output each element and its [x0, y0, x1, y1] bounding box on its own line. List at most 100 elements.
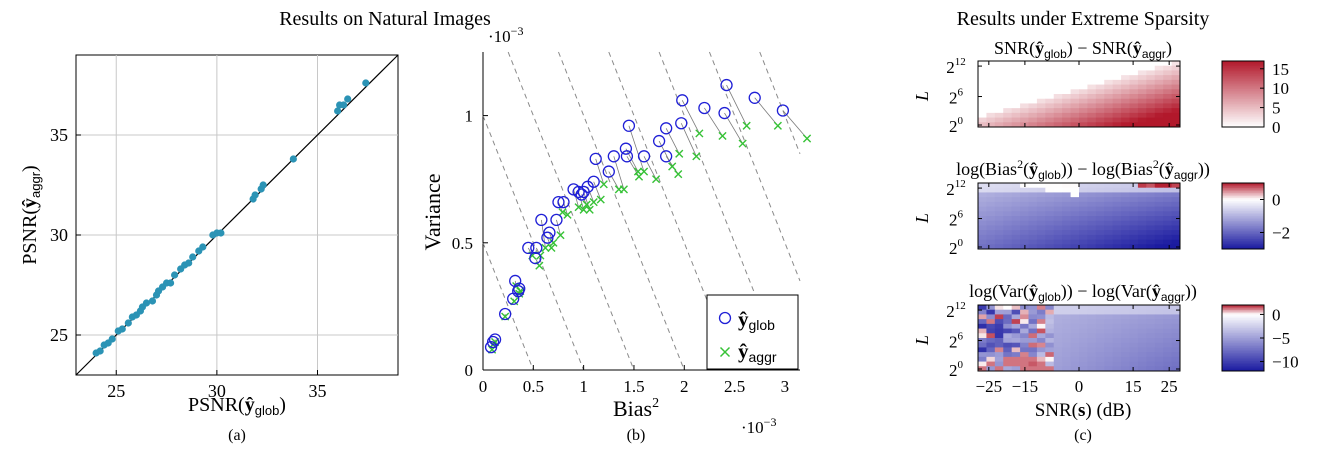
heatmap-cell [1154, 234, 1164, 240]
colorbar-segment [1222, 351, 1264, 354]
heatmap-cell [1087, 347, 1097, 353]
heatmap-cell [1045, 89, 1055, 95]
heatmap-cell [1062, 89, 1071, 95]
heatmap-cell [1154, 70, 1164, 76]
heatmap-cell [1171, 65, 1181, 71]
colorbar-segment [1222, 87, 1264, 90]
aggr-point-stroke [802, 134, 812, 143]
heatmap-cell [1053, 244, 1063, 250]
heatmap-cell [1028, 309, 1038, 315]
heatmap-cell [986, 216, 996, 222]
heatmap-cell [1112, 352, 1122, 358]
tick-label-y: 35 [50, 125, 68, 145]
heatmap-cell [1171, 342, 1181, 348]
heatmap-cell [1053, 356, 1063, 362]
heatmap-cell [1045, 361, 1055, 367]
heatmap-cell [1112, 347, 1122, 353]
heatmap-cell [1028, 94, 1038, 100]
colorbar-segment [1222, 334, 1264, 337]
heatmap-cell [1129, 239, 1139, 245]
colorbar-segment [1222, 95, 1264, 98]
heatmap-cell [1011, 333, 1021, 339]
heatmap-cell [1062, 84, 1071, 90]
heatmap-cell [1036, 201, 1046, 207]
heatmap-cell [978, 65, 987, 71]
heatmap-cell [1062, 206, 1071, 212]
heatmap-cell [1104, 309, 1114, 315]
heatmap-cell [1163, 187, 1172, 193]
heatmap-cell [1062, 328, 1071, 334]
heatmap-cell [1087, 75, 1097, 81]
heatmap-cell [1045, 225, 1055, 231]
heatmap-cell [1104, 103, 1114, 109]
aggr-point-stroke [695, 129, 704, 138]
heatmap-cell [1146, 333, 1156, 339]
heatmap-cell [1028, 225, 1038, 231]
aggr-point [589, 198, 598, 207]
colorbar-segment [1222, 308, 1264, 311]
heatmap-cell [1171, 309, 1181, 315]
heatmap-cell [994, 323, 1004, 329]
heatmap-cell [1112, 356, 1122, 362]
pair-link [782, 110, 808, 139]
heatmap-cell [1163, 333, 1172, 339]
heatmap-cell [1003, 84, 1013, 90]
heatmap-cell [1146, 319, 1156, 325]
heatmap-cell [1011, 103, 1021, 109]
colorbar-segment [1222, 113, 1264, 116]
heatmap-cell [1053, 70, 1063, 76]
heatmap-cell [1137, 328, 1147, 334]
heatmap-cell [1028, 220, 1038, 226]
glob-point [675, 117, 688, 130]
heatmap-cell [1154, 201, 1164, 207]
heatmap-cell [1121, 108, 1130, 114]
glob-point [486, 335, 500, 349]
aggr-point-stroke [738, 139, 747, 148]
heatmap-cell [1028, 61, 1038, 67]
heatmap-cell [1028, 192, 1038, 198]
heatmap-cell [1045, 197, 1055, 203]
heatmap-cell [1171, 347, 1181, 353]
heatmap-cell [1095, 309, 1105, 315]
panel-c-label: (c) [1074, 427, 1092, 444]
heatmap-cell [1028, 305, 1038, 311]
heatmap-cell [1036, 352, 1046, 358]
heatmap-cell [1137, 61, 1147, 67]
heatmap-cell [1112, 230, 1122, 236]
heatmap-cell [1129, 122, 1139, 128]
heatmap-cell [978, 314, 987, 320]
colorbar-2: 0 −2 [1221, 182, 1290, 250]
heatmap-cell [1112, 225, 1122, 231]
heatmap-cell [1171, 192, 1181, 198]
heatmap-cell [1104, 216, 1114, 222]
aggr-point-stroke [599, 180, 608, 189]
heatmap-cell [1154, 192, 1164, 198]
heatmap-cell [1003, 89, 1013, 95]
heatmap-cell [1112, 323, 1122, 329]
heatmap-cell [1154, 361, 1164, 367]
heatmap-cell [1129, 220, 1139, 226]
heatmap-cell [986, 234, 996, 240]
heatmap-cell [986, 366, 996, 372]
heatmap-cell [1146, 84, 1156, 90]
heatmap-cell [1045, 98, 1055, 104]
heatmap-cell [1087, 65, 1097, 71]
heatmap-cell [1087, 192, 1097, 198]
heatmap-cell [986, 84, 996, 90]
colorbar-segment [1222, 342, 1264, 345]
heatmap-cell [1112, 309, 1122, 315]
heatmap-cell [1154, 347, 1164, 353]
tick-label-x: 3 [781, 377, 790, 396]
heatmap-cell [1121, 244, 1130, 250]
tick-label-y: 30 [50, 225, 68, 245]
heatmap-cell [1154, 61, 1164, 67]
colorbar-segment [1222, 324, 1264, 327]
heatmap-cell [1154, 112, 1164, 118]
heatmap-2: 212 26 20 L [912, 178, 1181, 258]
aggr-point-stroke [558, 208, 567, 217]
heatmap-cell [1079, 206, 1088, 212]
heatmap-cell [994, 89, 1004, 95]
heatmap-cell [1171, 187, 1181, 193]
heatmap-cell [1028, 244, 1038, 250]
heatmap-cell [1053, 328, 1063, 334]
